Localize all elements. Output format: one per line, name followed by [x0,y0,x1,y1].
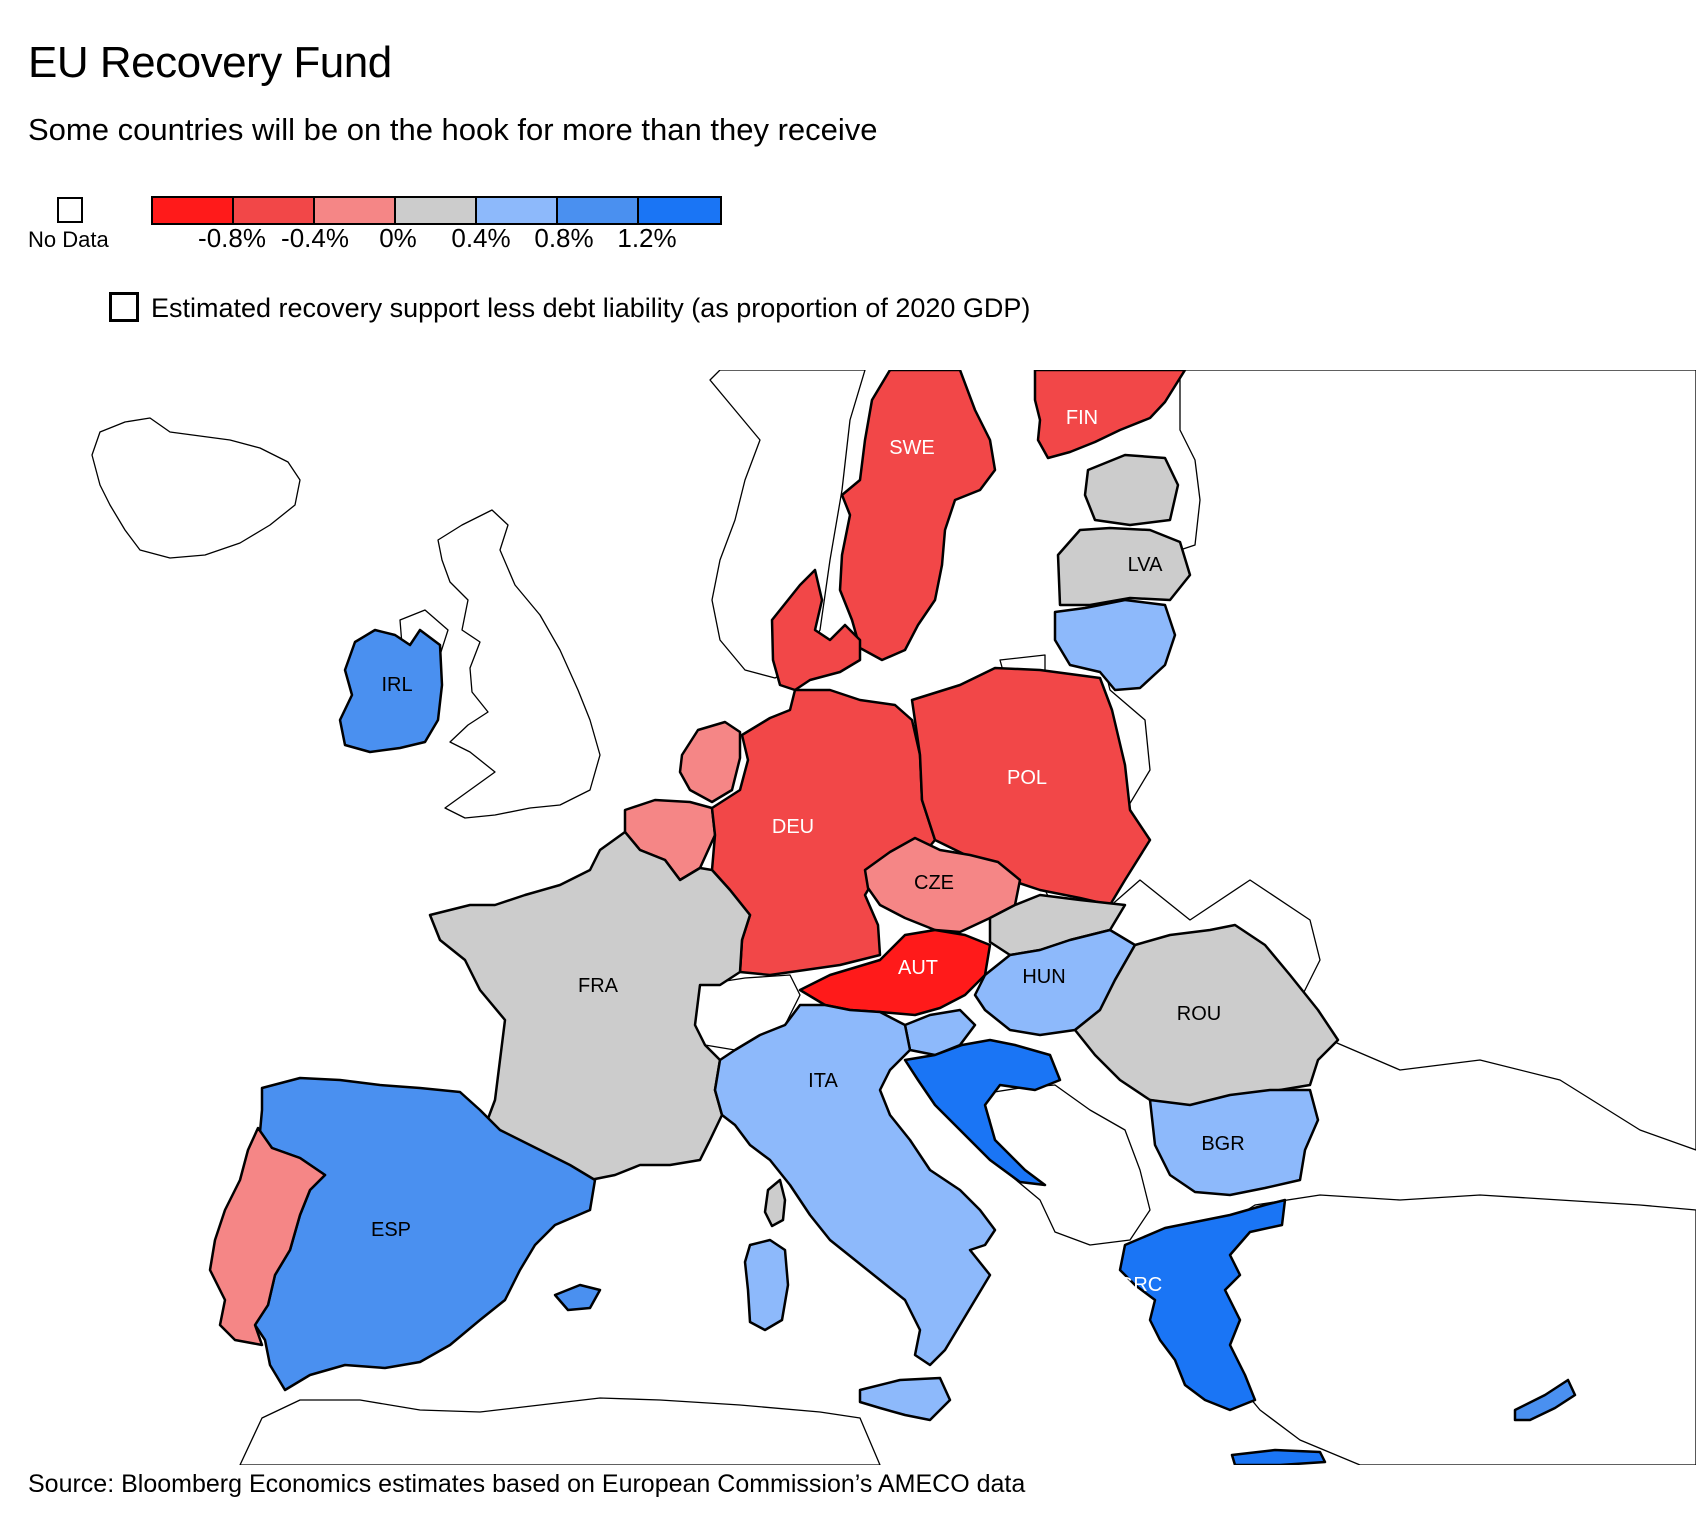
scale-tick-label: -0.8% [198,223,266,253]
eu-countries [208,370,1577,1465]
turkey [1194,1194,1696,1465]
scale-tick-label: 0% [379,223,417,253]
scale-tick-label: 1.2% [617,223,677,253]
country-labels: SWE FIN DEU POL AUT CZE LVA FRA ROU ITA … [371,407,1245,1296]
label-SWE: SWE [889,437,935,459]
country-ITA-sicily [858,1376,952,1422]
label-DEU: DEU [772,816,814,838]
scale-bin-3 [396,198,477,223]
country-LTU [1053,598,1177,692]
country-SVN [903,1008,977,1057]
iceland [91,417,301,559]
scale-tick-label: 0.8% [534,223,594,253]
label-CZE: CZE [914,872,954,894]
country-LVA [1056,526,1192,607]
country-HRV [903,1038,1062,1187]
country-FRA [428,830,752,1182]
label-POL: POL [1007,767,1047,789]
north-africa [239,1397,881,1465]
country-EST [1083,453,1180,527]
country-NLD [678,720,742,804]
country-ITA [713,1003,997,1367]
measure-label: Estimated recovery support less debt lia… [151,293,1031,323]
label-AUT: AUT [898,957,938,979]
scale-bin-2 [315,198,396,223]
norway [709,370,866,679]
country-BGR [1148,1088,1320,1197]
country-CYP [1513,1378,1577,1422]
source-note: Source: Bloomberg Economics estimates ba… [28,1470,1026,1498]
country-ITA-sardinia [743,1238,790,1332]
country-PRT [208,1126,327,1347]
label-ESP: ESP [371,1219,411,1241]
label-BGR: BGR [1201,1133,1244,1155]
europe-map: SWE FIN DEU POL AUT CZE LVA FRA ROU ITA … [91,370,1696,1465]
color-scale [151,196,722,225]
country-ESP-baleares [553,1283,602,1312]
measure-swatch [109,292,139,322]
scale-bin-6 [639,198,720,223]
label-LVA: LVA [1128,554,1163,576]
no-data-swatch [57,197,83,223]
country-FIN [1033,370,1187,460]
chart-subtitle: Some countries will be on the hook for m… [28,112,878,147]
scale-bin-4 [477,198,558,223]
country-SWE [838,370,997,662]
scale-bin-0 [153,198,234,223]
country-GRC-crete [1230,1448,1327,1465]
great-britain [437,509,601,819]
non-eu-countries [91,370,1696,1465]
label-ITA: ITA [808,1070,838,1092]
country-GRC [1118,1198,1287,1412]
country-DNK [770,568,862,692]
scale-tick-label: 0.4% [451,223,511,253]
scale-bin-1 [234,198,315,223]
country-IRL [338,628,444,754]
no-data-label: No Data [28,227,109,252]
country-FRA-corsica [763,1178,787,1228]
label-FIN: FIN [1066,407,1098,429]
label-FRA: FRA [578,975,619,997]
label-GRC: GRC [1118,1274,1162,1296]
scale-bin-5 [558,198,639,223]
label-ROU: ROU [1177,1003,1221,1025]
scale-tick-label: -0.4% [281,223,349,253]
label-HUN: HUN [1022,966,1065,988]
country-POL [910,666,1152,907]
chart-title: EU Recovery Fund [28,38,392,87]
label-IRL: IRL [381,674,412,696]
